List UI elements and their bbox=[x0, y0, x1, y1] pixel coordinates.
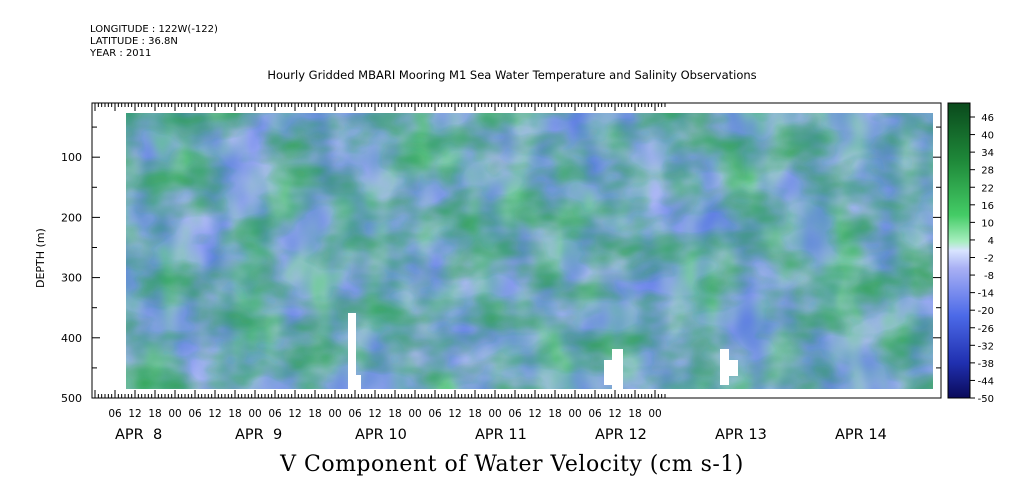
missing-data-apr13b bbox=[728, 360, 738, 376]
x-tick-label: 18 bbox=[388, 408, 401, 420]
axis-ticks bbox=[92, 103, 941, 399]
colorbar-label: 10 bbox=[981, 218, 994, 229]
colorbar bbox=[947, 102, 971, 399]
colorbar-label: 22 bbox=[981, 183, 994, 194]
y-tick-label: 300 bbox=[61, 272, 82, 285]
day-label: APR 8 bbox=[115, 427, 162, 443]
x-tick-label: 12 bbox=[208, 408, 221, 420]
x-tick-label: 00 bbox=[568, 408, 581, 420]
x-tick-labels: 06 12 18 00 06 12 18 00 06 12 18 00 06 12 18 00 06 12 18 00… bbox=[108, 408, 661, 420]
colorbar-label: 28 bbox=[981, 166, 994, 177]
missing-data-apr13 bbox=[720, 349, 729, 385]
colorbar-label: -44 bbox=[978, 376, 994, 387]
x-tick-label: 06 bbox=[508, 408, 522, 420]
x-tick-label: 00 bbox=[248, 408, 261, 420]
colorbar-label: 4 bbox=[988, 236, 994, 247]
x-tick-label: 18 bbox=[468, 408, 481, 420]
colorbar-label: -50 bbox=[978, 394, 994, 405]
longitude-label: LONGITUDE : 122W(-122) bbox=[90, 24, 218, 35]
day-label: APR 14 bbox=[835, 427, 887, 443]
x-tick-label: 12 bbox=[448, 408, 461, 420]
colorbar-label: -8 bbox=[984, 271, 994, 282]
day-labels: APR 8 APR 9 APR 10 APR 11 APR 12 APR 13 APR 14 bbox=[115, 427, 887, 443]
day-label: APR 9 bbox=[235, 427, 282, 443]
x-tick-label: 00 bbox=[648, 408, 661, 420]
x-tick-label: 00 bbox=[488, 408, 501, 420]
colorbar-label: -20 bbox=[978, 306, 994, 317]
colorbar-label: -38 bbox=[978, 359, 994, 370]
colorbar-label: 16 bbox=[981, 201, 994, 212]
colorbar-label: -2 bbox=[984, 254, 994, 265]
x-tick-label: 06 bbox=[348, 408, 362, 420]
y-tick-labels: 100 200 300 400 500 bbox=[61, 151, 82, 405]
y-tick-label: 400 bbox=[61, 332, 82, 345]
x-tick-label: 18 bbox=[628, 408, 641, 420]
missing-data-apr10 bbox=[348, 313, 356, 389]
x-tick-label: 18 bbox=[548, 408, 561, 420]
day-label: APR 13 bbox=[715, 427, 767, 443]
day-label: APR 11 bbox=[475, 427, 527, 443]
colorbar-label: 34 bbox=[981, 148, 994, 159]
missing-data-apr12b bbox=[604, 360, 613, 385]
day-label: APR 12 bbox=[595, 427, 647, 443]
year-label: YEAR : 2011 bbox=[90, 48, 152, 59]
colorbar-label: 46 bbox=[981, 113, 994, 124]
colorbar-labels: 46 40 34 28 22 16 10 4 -2 -8 -14 -20 -26 -32 -38 -44 -50 bbox=[970, 113, 994, 405]
x-tick-label: 18 bbox=[308, 408, 321, 420]
x-tick-label: 12 bbox=[368, 408, 381, 420]
x-axis-label: V Component of Water Velocity (cm s-1) bbox=[280, 452, 744, 477]
x-tick-label: 12 bbox=[608, 408, 621, 420]
missing-data-apr12 bbox=[612, 349, 623, 389]
y-axis-label: DEPTH (m) bbox=[34, 228, 47, 288]
y-tick-label: 200 bbox=[61, 211, 82, 224]
x-tick-label: 12 bbox=[128, 408, 141, 420]
x-tick-label: 12 bbox=[528, 408, 541, 420]
colorbar-label: -14 bbox=[978, 289, 994, 300]
x-tick-label: 06 bbox=[188, 408, 202, 420]
missing-data-apr10b bbox=[354, 375, 361, 389]
x-tick-label: 00 bbox=[328, 408, 341, 420]
plot-frame bbox=[91, 102, 942, 399]
x-tick-label: 06 bbox=[428, 408, 442, 420]
x-tick-label: 18 bbox=[148, 408, 161, 420]
colorbar-label: -32 bbox=[978, 341, 994, 352]
colorbar-label: 40 bbox=[981, 131, 994, 142]
x-tick-label: 18 bbox=[228, 408, 241, 420]
x-tick-label: 06 bbox=[588, 408, 602, 420]
day-label: APR 10 bbox=[355, 427, 407, 443]
y-tick-label: 500 bbox=[61, 392, 82, 405]
x-tick-label: 06 bbox=[268, 408, 282, 420]
metadata-block: LONGITUDE : 122W(-122) LATITUDE : 36.8N … bbox=[90, 24, 218, 60]
colorbar-label: -26 bbox=[978, 324, 994, 335]
x-tick-label: 12 bbox=[288, 408, 301, 420]
chart-title: Hourly Gridded MBARI Mooring M1 Sea Wate… bbox=[267, 68, 757, 82]
x-tick-label: 06 bbox=[108, 408, 122, 420]
x-tick-label: 00 bbox=[168, 408, 181, 420]
y-tick-label: 100 bbox=[61, 151, 82, 164]
x-tick-label: 00 bbox=[408, 408, 421, 420]
heatmap-dark-green-layer bbox=[126, 113, 933, 389]
latitude-label: LATITUDE : 36.8N bbox=[90, 36, 178, 47]
heatmap-field bbox=[126, 113, 933, 389]
